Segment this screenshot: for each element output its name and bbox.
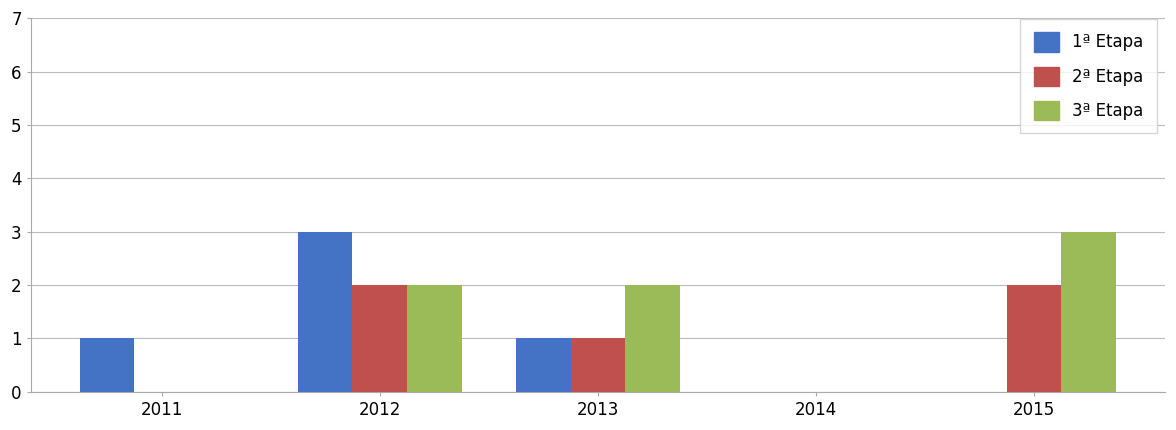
Bar bbox=[626, 285, 680, 392]
Bar bbox=[1007, 285, 1061, 392]
Bar bbox=[353, 285, 407, 392]
Bar bbox=[570, 338, 626, 392]
Bar bbox=[516, 338, 570, 392]
Bar bbox=[407, 285, 461, 392]
Bar bbox=[1061, 232, 1116, 392]
Legend: 1ª Etapa, 2ª Etapa, 3ª Etapa: 1ª Etapa, 2ª Etapa, 3ª Etapa bbox=[1021, 19, 1156, 133]
Bar bbox=[298, 232, 353, 392]
Bar bbox=[80, 338, 134, 392]
